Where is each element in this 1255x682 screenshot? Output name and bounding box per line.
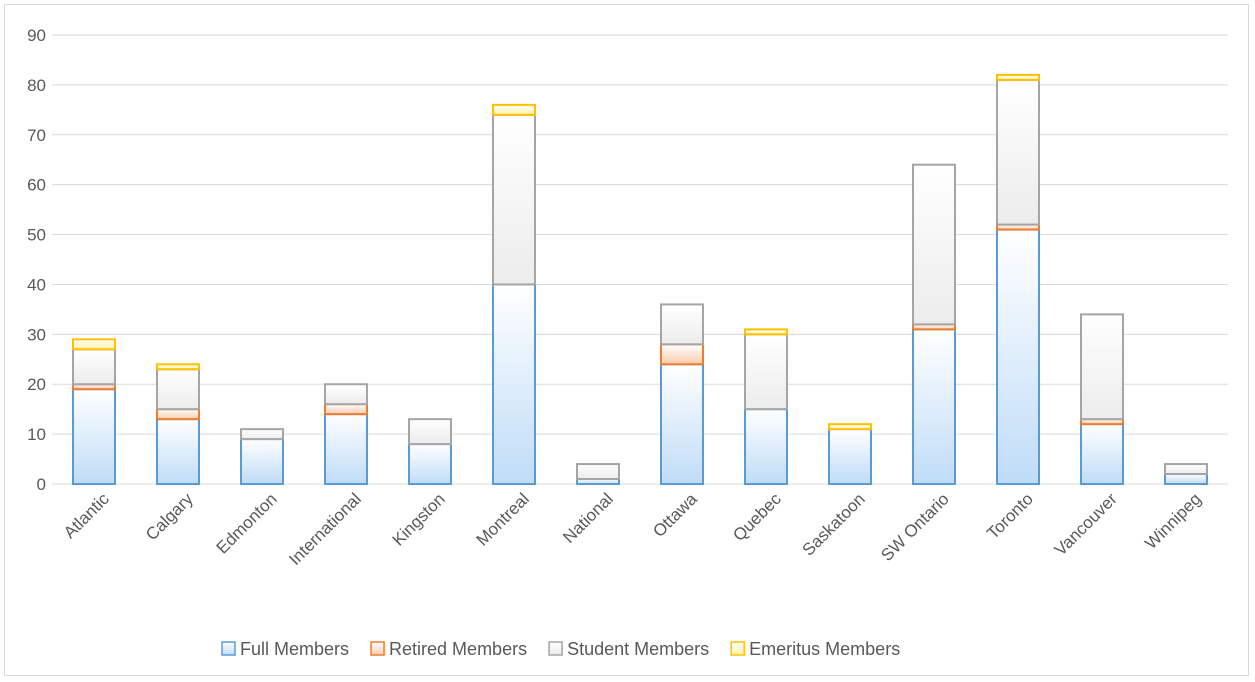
bar-segment	[324, 413, 368, 485]
bar-segment	[1080, 423, 1124, 485]
y-tick-label: 40	[27, 275, 46, 294]
chart-frame	[4, 4, 1249, 676]
bar-segment	[744, 408, 788, 485]
legend-swatch	[548, 641, 563, 656]
bar-segment	[1080, 313, 1124, 421]
legend-label: Full Members	[240, 639, 349, 659]
bar-segment	[828, 423, 872, 431]
bar-segment	[156, 368, 200, 411]
legend-label: Student Members	[567, 639, 709, 659]
legend-label: Emeritus Members	[749, 639, 900, 659]
y-axis-ticks: 0 10 20 30 40 50 60 70 80 90	[27, 26, 46, 494]
bar-segment	[912, 328, 956, 485]
bar-segment	[1164, 463, 1208, 476]
x-tick-label: Winnipeg	[1141, 489, 1205, 553]
x-tick-label: Toronto	[983, 489, 1037, 543]
bar-segment	[240, 428, 284, 441]
bar-segment	[660, 363, 704, 485]
gridlines	[52, 34, 1228, 485]
x-tick-label: SW Ontario	[877, 489, 953, 565]
y-tick-label: 30	[27, 325, 46, 344]
bar-segment	[408, 443, 452, 486]
y-tick-label: 10	[27, 425, 46, 444]
legend-swatch	[730, 641, 745, 656]
bar-segment	[1164, 473, 1208, 485]
bar-segment	[408, 418, 452, 446]
legend-item: Full Members	[221, 639, 349, 659]
x-tick-label: Edmonton	[213, 489, 281, 557]
bar-segment	[912, 163, 956, 326]
x-tick-label: Ottawa	[649, 489, 701, 541]
bar-segment	[324, 383, 368, 406]
legend: Full Members Retired Members Student Membe…	[221, 639, 900, 659]
bar-segment	[492, 103, 536, 116]
bar-segment	[744, 328, 788, 336]
x-tick-label: Kingston	[389, 489, 449, 549]
bar-segment	[492, 283, 536, 486]
bar-segment	[72, 388, 116, 486]
x-tick-label: International	[285, 489, 365, 569]
x-tick-label: Calgary	[142, 489, 197, 544]
bar-segment	[240, 438, 284, 486]
bar-segment	[156, 418, 200, 485]
legend-item: Student Members	[548, 639, 709, 659]
bar-segment	[576, 463, 620, 481]
legend-label: Retired Members	[389, 639, 527, 659]
legend-item: Emeritus Members	[730, 639, 900, 659]
legend-swatch	[221, 641, 236, 656]
bar-segment	[828, 428, 872, 485]
bar-segment	[996, 228, 1040, 485]
bar-segment	[996, 73, 1040, 81]
bar-segment	[324, 403, 368, 416]
y-tick-label: 90	[27, 26, 46, 45]
bar-segment	[72, 338, 116, 351]
bar-segment	[156, 363, 200, 371]
x-tick-label: Montreal	[473, 489, 533, 549]
bars	[72, 73, 1208, 486]
bar-segment	[72, 348, 116, 386]
x-tick-label: Atlantic	[60, 489, 113, 542]
bar-segment	[156, 408, 200, 421]
x-axis-ticks: Atlantic Calgary Edmonton International King…	[60, 489, 1205, 569]
bar-segment	[492, 113, 536, 286]
x-tick-label: Vancouver	[1051, 489, 1121, 559]
x-tick-label: Saskatoon	[799, 489, 869, 559]
x-tick-label: National	[559, 489, 617, 547]
x-tick-label: Quebec	[729, 489, 785, 545]
bar-segment	[744, 333, 788, 411]
y-tick-label: 80	[27, 76, 46, 95]
bar-segment	[660, 303, 704, 346]
y-tick-label: 60	[27, 176, 46, 195]
bar-segment	[660, 343, 704, 366]
y-tick-label: 70	[27, 126, 46, 145]
y-tick-label: 50	[27, 226, 46, 245]
legend-item: Retired Members	[370, 639, 527, 659]
bar-segment	[996, 78, 1040, 226]
y-tick-label: 20	[27, 375, 46, 394]
legend-swatch	[370, 641, 385, 656]
y-tick-label: 0	[37, 475, 46, 494]
